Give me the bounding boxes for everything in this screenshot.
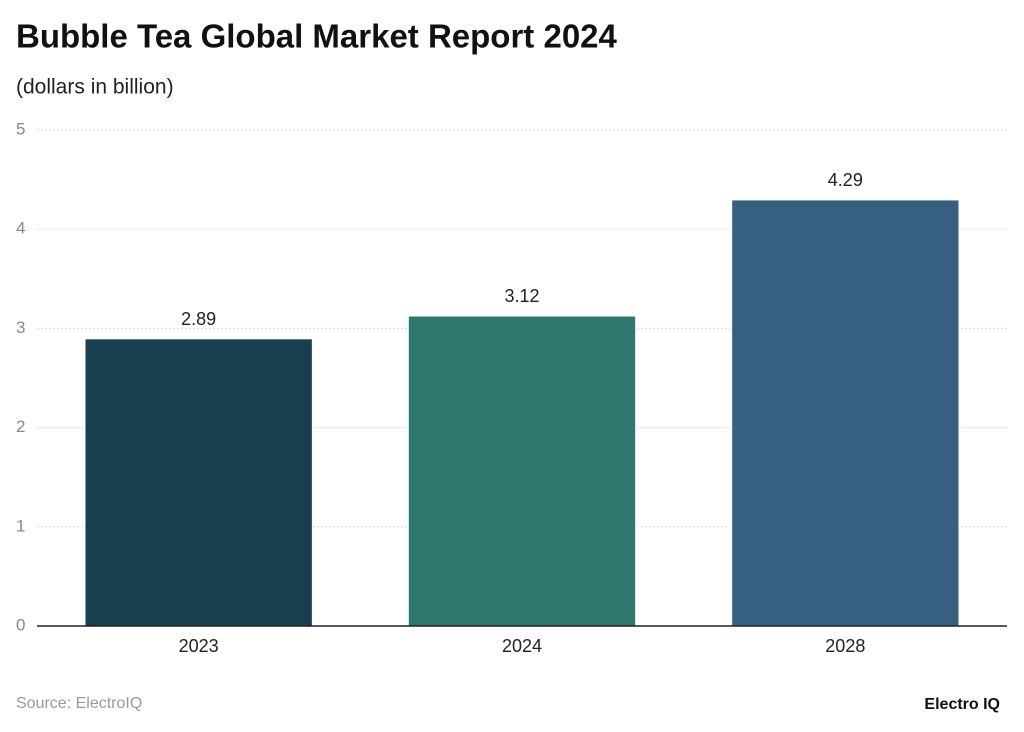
bar bbox=[85, 339, 312, 626]
y-tick-label: 5 bbox=[16, 119, 25, 138]
bar bbox=[408, 316, 636, 626]
value-label: 3.12 bbox=[504, 286, 539, 306]
y-tick-label: 1 bbox=[16, 516, 25, 535]
x-tick-label: 2028 bbox=[825, 636, 865, 656]
y-tick-label: 3 bbox=[16, 318, 25, 337]
value-label: 4.29 bbox=[828, 170, 863, 190]
chart-subtitle: (dollars in billion) bbox=[16, 76, 174, 99]
source: Source: ElectroIQ bbox=[16, 695, 142, 712]
y-tick-label: 0 bbox=[16, 615, 25, 634]
value-label: 2.89 bbox=[181, 309, 216, 329]
brand-logo: Electro IQ bbox=[924, 696, 1000, 713]
x-tick-label: 2024 bbox=[502, 636, 542, 656]
bar bbox=[732, 200, 959, 626]
y-tick-label: 4 bbox=[16, 219, 25, 238]
chart-title: Bubble Tea Global Market Report 2024 bbox=[16, 18, 618, 55]
y-tick-label: 2 bbox=[16, 417, 25, 436]
x-tick-label: 2023 bbox=[179, 636, 219, 656]
